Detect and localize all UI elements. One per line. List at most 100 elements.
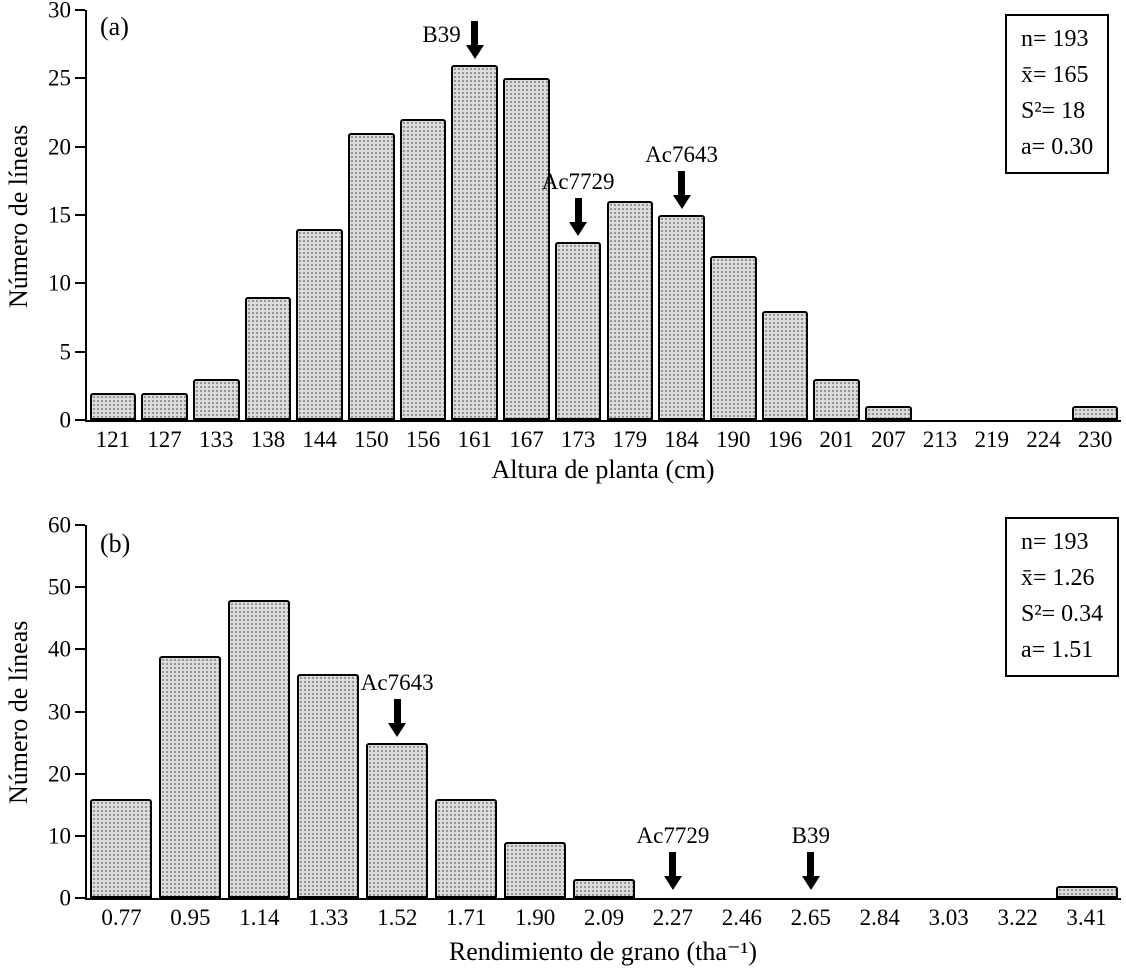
stat-variance: S²= 0.34 xyxy=(1021,601,1104,627)
stat-a: a= 0.30 xyxy=(1021,134,1094,160)
bar xyxy=(159,655,222,898)
x-tick-label: 190 xyxy=(716,427,751,452)
arrow-head xyxy=(388,722,407,737)
arrow-stem xyxy=(669,852,677,878)
y-tick-label: 50 xyxy=(48,574,71,600)
stats-box: n= 193 x̄= 1.26 S²= 0.34 a= 1.51 xyxy=(1005,517,1120,677)
y-tick xyxy=(75,77,85,80)
arrow-stem xyxy=(574,198,582,225)
x-tick-label: 3.03 xyxy=(928,905,969,930)
x-tick-label: 2.27 xyxy=(652,905,694,930)
annotation-label: B39 xyxy=(422,21,461,47)
bar xyxy=(435,798,498,898)
stat-n: n= 193 xyxy=(1021,26,1089,52)
y-tick-label: 30 xyxy=(48,0,71,23)
y-tick xyxy=(75,9,85,11)
y-tick xyxy=(75,419,85,421)
y-tick-label: 40 xyxy=(48,636,71,662)
arrow-head xyxy=(663,876,682,890)
y-tick-label: 5 xyxy=(59,339,72,365)
arrow-head xyxy=(569,222,588,237)
stat-mean: x̄= 165 xyxy=(1021,62,1089,88)
x-tick-label: 3.41 xyxy=(1066,905,1107,930)
annotation-label: B39 xyxy=(791,823,830,848)
y-axis-title: Número de líneas xyxy=(4,620,33,805)
arrow-down-icon xyxy=(672,171,691,209)
annotation-label: Ac7729 xyxy=(541,169,615,195)
x-tick-label: 0.95 xyxy=(170,905,211,930)
y-tick-label: 30 xyxy=(48,699,71,724)
x-tick-label: 2.46 xyxy=(721,905,762,930)
x-axis-title: Rendimiento de grano (tha⁻¹) xyxy=(448,937,758,966)
x-tick-label: 196 xyxy=(767,427,803,452)
bar xyxy=(451,64,498,420)
x-tick-label: 121 xyxy=(95,427,131,452)
bar xyxy=(813,379,860,420)
annotation-label: Ac7643 xyxy=(645,142,718,167)
stats-box: n= 193 x̄= 165 S²= 18 a= 0.30 xyxy=(1005,14,1110,174)
y-tick xyxy=(75,772,85,775)
arrow-head xyxy=(801,876,820,890)
bar xyxy=(606,201,654,420)
y-tick-label: 20 xyxy=(48,134,71,160)
y-tick-label: 15 xyxy=(48,202,71,228)
bar xyxy=(709,256,757,420)
y-tick xyxy=(75,897,85,899)
bar xyxy=(1055,885,1118,898)
panel-label-a: (a) xyxy=(100,12,129,41)
x-tick-label: 213 xyxy=(922,427,958,452)
bar xyxy=(141,392,188,420)
x-tick-label: 3.22 xyxy=(997,905,1038,930)
x-tick-label: 1.14 xyxy=(239,905,280,930)
plot-area: 0 10 20 30 40 50 60 0.77 0.95 1.14 1.33 1.52 1.71 1.9… xyxy=(48,514,1121,929)
x-tick-label: 1.90 xyxy=(514,905,556,930)
x-tick-label: 150 xyxy=(354,427,389,452)
bar xyxy=(504,842,567,898)
panel-label-b: (b) xyxy=(100,529,131,558)
x-tick-label: 207 xyxy=(871,427,906,452)
x-axis-title: Altura de planta (cm) xyxy=(491,455,715,484)
arrow-down-icon xyxy=(465,20,484,59)
chart-panel-b: Número de líneas (b) 0 10 20 30 40 50 60 0.77 0.… xyxy=(0,487,1126,974)
arrow-down-icon xyxy=(569,198,588,237)
x-tick-label: 184 xyxy=(664,427,699,452)
y-tick-label: 20 xyxy=(48,761,71,787)
x-tick-label: 224 xyxy=(1026,427,1061,452)
x-tick-label: 201 xyxy=(819,427,854,452)
bar xyxy=(399,119,447,420)
arrow-head xyxy=(672,195,691,209)
stat-n: n= 193 xyxy=(1021,529,1089,555)
bar xyxy=(572,879,635,898)
x-tick-label: 219 xyxy=(974,427,1010,452)
bar xyxy=(297,674,360,898)
x-tick-label: 1.52 xyxy=(377,905,418,930)
x-tick-label: 156 xyxy=(405,427,441,452)
x-tick-label: 133 xyxy=(199,427,234,452)
arrow-stem xyxy=(807,852,815,878)
bar xyxy=(658,215,705,420)
x-tick-label: 1.71 xyxy=(446,905,487,930)
bar xyxy=(761,310,809,420)
bar xyxy=(865,406,912,420)
x-tick-label: 2.09 xyxy=(583,905,625,930)
arrow-down-icon xyxy=(388,698,407,737)
stat-mean: x̄= 1.26 xyxy=(1021,565,1095,591)
y-tick xyxy=(75,834,85,837)
bar xyxy=(503,78,550,420)
bar xyxy=(244,297,292,420)
arrow-down-icon xyxy=(663,852,682,890)
y-tick xyxy=(75,524,85,526)
y-tick xyxy=(75,586,85,589)
x-tick-label: 2.84 xyxy=(859,905,900,930)
plot-area: 0 5 10 15 20 25 30 121 127 133 138 144 150 156 161 167 1… xyxy=(48,0,1121,451)
annotation-label: Ac7729 xyxy=(636,823,710,848)
stat-a: a= 1.51 xyxy=(1021,637,1094,663)
x-tick-label: 2.65 xyxy=(790,905,831,930)
y-tick-label: 60 xyxy=(48,512,71,538)
y-tick-label: 0 xyxy=(59,407,72,433)
x-tick-label: 127 xyxy=(147,427,182,452)
x-tick-label: 230 xyxy=(1077,427,1113,452)
stat-variance: S²= 18 xyxy=(1021,98,1086,124)
arrow-stem xyxy=(678,171,686,197)
arrow-head xyxy=(465,44,484,59)
